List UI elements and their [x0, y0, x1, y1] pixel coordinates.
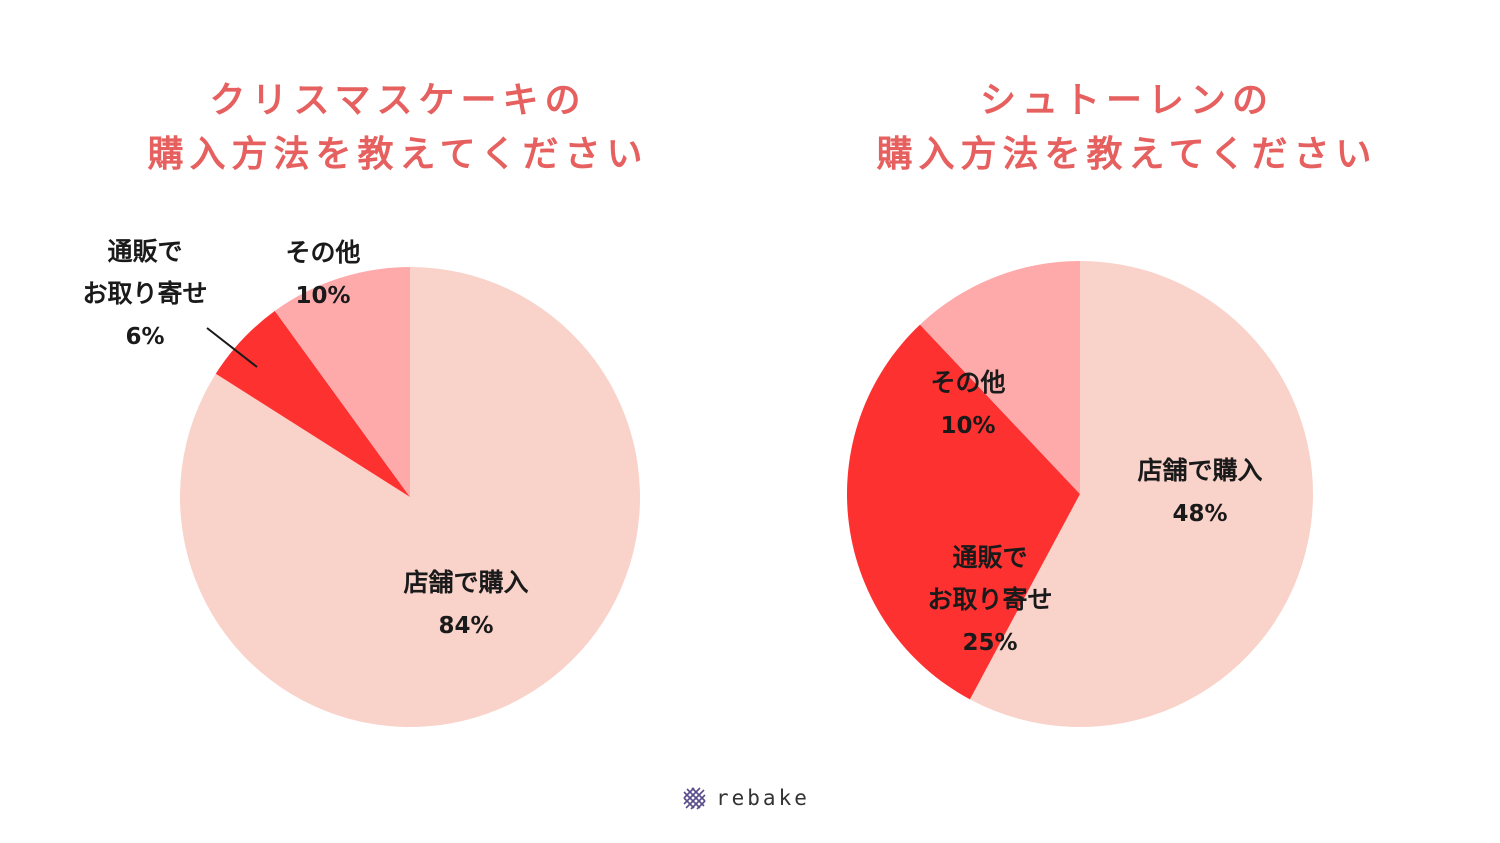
- slice-label-store: 店舗で購入: [1137, 456, 1262, 485]
- chart-title-line-1: シュトーレンの: [979, 80, 1274, 121]
- grid-mesh-icon: [683, 787, 706, 810]
- slice-label-mail-order: 通販で: [107, 237, 182, 266]
- pie-slice-store: [179, 267, 640, 727]
- chart-title-christmas-cake: クリスマスケーキの 購入方法を教えてください: [78, 74, 718, 182]
- chart-title-line-1: クリスマスケーキの: [209, 80, 587, 121]
- pie-slice-other: [919, 261, 1080, 494]
- slice-label-other: その他: [285, 238, 360, 267]
- slice-value-mail-order: 6%: [125, 324, 164, 350]
- slice-label-mail-order: お取り寄せ: [927, 585, 1052, 614]
- brand-name: rebake: [716, 786, 810, 810]
- slice-value-mail-order: 25%: [962, 630, 1017, 656]
- slice-value-other: 10%: [940, 413, 995, 439]
- pie-slice-mail-order: [215, 310, 410, 497]
- pie-slice-store: [969, 261, 1313, 727]
- slice-label-other: その他: [930, 368, 1005, 397]
- slice-value-store: 48%: [1172, 501, 1227, 527]
- slice-label-mail-order: 通販で: [952, 543, 1027, 572]
- leader-line-mail-order: [206, 327, 258, 368]
- brand-logo: rebake: [680, 782, 810, 814]
- pie-slice-mail-order: [846, 324, 1080, 700]
- chart-title-line-2: 購入方法を教えてください: [147, 134, 649, 175]
- pie-slice-other: [274, 267, 410, 497]
- chart-title-stollen: シュトーレンの 購入方法を教えてください: [807, 74, 1447, 182]
- chart-title-line-2: 購入方法を教えてください: [876, 134, 1378, 175]
- slice-value-store: 84%: [438, 613, 493, 639]
- slice-label-store: 店舗で購入: [403, 568, 528, 597]
- slice-label-mail-order: お取り寄せ: [82, 279, 207, 308]
- slice-value-other: 10%: [295, 283, 350, 309]
